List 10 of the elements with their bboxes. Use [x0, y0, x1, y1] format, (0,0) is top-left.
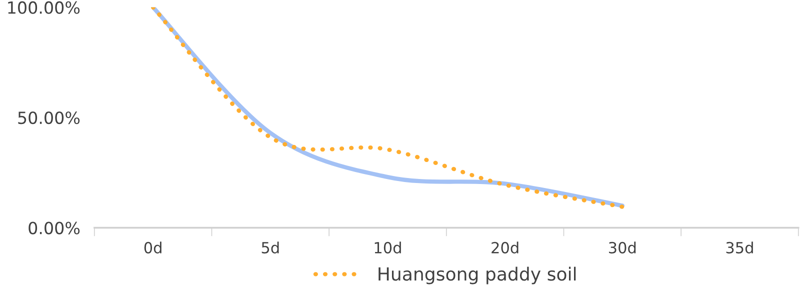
- legend-label: Huangsong paddy soil: [378, 266, 576, 284]
- y-tick-label: 50.00%: [18, 111, 80, 124]
- x-tick-label: 5d: [262, 242, 279, 254]
- x-tick-label: 10d: [374, 242, 401, 254]
- x-tick-label: 35d: [726, 242, 753, 254]
- x-tick-label: 30d: [608, 242, 636, 254]
- x-tick-label: 20d: [492, 242, 518, 254]
- y-tick-label: 0.00%: [28, 222, 80, 234]
- y-tick-label: 100.00%: [8, 1, 80, 14]
- x-tick-label: 0d: [144, 242, 162, 254]
